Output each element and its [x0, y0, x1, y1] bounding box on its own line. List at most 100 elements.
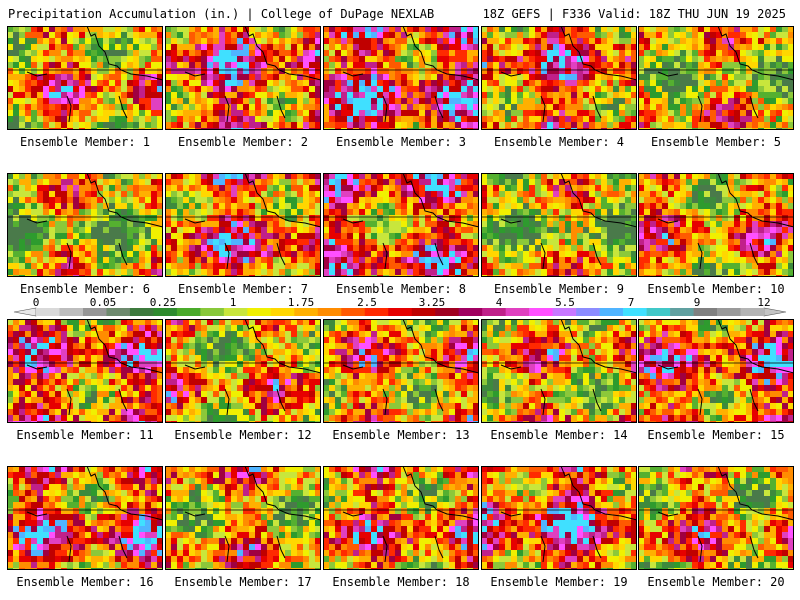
colorbar-swatch	[505, 308, 530, 316]
member-label: Ensemble Member: 18	[332, 575, 470, 589]
coastline	[184, 319, 321, 416]
ensemble-panel	[7, 466, 163, 570]
colorbar-swatch	[129, 308, 154, 316]
precip-map	[638, 319, 794, 423]
colorbar-swatch	[552, 308, 577, 316]
precip-map	[638, 26, 794, 130]
coastline	[500, 26, 637, 123]
colorbar-tick-label: 12	[757, 296, 770, 309]
map-title: Precipitation Accumulation (in.) | Colle…	[8, 7, 435, 21]
colorbar-swatch	[317, 308, 342, 316]
coastline	[184, 26, 321, 123]
member-label: Ensemble Member: 2	[177, 135, 309, 149]
member-label: Ensemble Member: 16	[16, 575, 154, 589]
precip-map	[7, 26, 163, 130]
colorbar-swatch	[623, 308, 647, 316]
member-label: Ensemble Member: 5	[650, 135, 782, 149]
colorbar-swatch	[294, 308, 319, 316]
ensemble-panel	[7, 26, 163, 130]
coastline	[657, 26, 794, 123]
colorbar-swatch	[153, 308, 178, 316]
precip-map	[7, 173, 163, 277]
coastline	[342, 26, 479, 123]
colorbar-swatch	[599, 308, 624, 316]
member-label: Ensemble Member: 10	[647, 282, 785, 296]
member-label: Ensemble Member: 4	[493, 135, 625, 149]
colorbar-swatch	[388, 308, 413, 316]
precip-map	[323, 26, 479, 130]
member-label: Ensemble Member: 6	[19, 282, 151, 296]
colorbar-tick-label: 7	[628, 296, 635, 309]
colorbar-swatch	[82, 308, 107, 316]
coastline	[342, 173, 479, 270]
precip-map	[481, 173, 637, 277]
colorbar-swatch	[670, 308, 694, 316]
ensemble-panel	[323, 26, 479, 130]
precip-map	[7, 466, 163, 570]
ensemble-panel	[638, 173, 794, 277]
coastline	[657, 319, 794, 416]
colorbar-right-arrow	[763, 307, 787, 317]
coastline	[342, 319, 479, 416]
colorbar-tick-label: 0.05	[90, 296, 117, 309]
colorbar-tick-label: 4	[496, 296, 503, 309]
ensemble-panel	[481, 173, 637, 277]
colorbar-swatch	[482, 308, 506, 316]
valid-time-label: 18Z GEFS | F336 Valid: 18Z THU JUN 19 20…	[482, 7, 786, 21]
colorbar-tick-label: 5.5	[555, 296, 575, 309]
coastline	[500, 466, 637, 563]
colorbar-swatch	[646, 308, 671, 316]
coastline	[26, 26, 163, 123]
colorbar-tick-label: 0.25	[150, 296, 177, 309]
colorbar-swatch	[693, 308, 718, 316]
colorbar-swatch	[364, 308, 389, 316]
precip-map	[323, 319, 479, 423]
colorbar-swatch	[176, 308, 201, 316]
colorbar-tick-label: 2.5	[357, 296, 377, 309]
colorbar-tick-label: 3.25	[419, 296, 446, 309]
ensemble-panel	[7, 173, 163, 277]
colorbar-swatch	[200, 308, 225, 316]
precip-map	[165, 466, 321, 570]
ensemble-panel	[7, 319, 163, 423]
coastline	[26, 173, 163, 270]
colorbar-swatch	[740, 308, 765, 316]
colorbar-swatch	[247, 308, 272, 316]
ensemble-panel	[638, 26, 794, 130]
ensemble-panel	[481, 466, 637, 570]
member-label: Ensemble Member: 8	[335, 282, 467, 296]
member-label: Ensemble Member: 14	[490, 428, 628, 442]
ensemble-panel	[638, 466, 794, 570]
colorbar-tick-label: 0	[33, 296, 40, 309]
coastline	[26, 319, 163, 416]
colorbar-swatch	[59, 308, 84, 316]
colorbar-swatch	[717, 308, 741, 316]
coastline	[657, 466, 794, 563]
colorbar-tick-label: 1	[230, 296, 237, 309]
coastline	[657, 173, 794, 270]
precip-colorbar: 0 0.05 0.25 1 1.75 2.5 3.25 4 5.5 7 9 12	[13, 296, 787, 317]
coastline	[184, 466, 321, 563]
colorbar-swatch	[458, 308, 483, 316]
colorbar-tick-label: 1.75	[288, 296, 315, 309]
colorbar-swatch	[411, 308, 436, 316]
colorbar-swatch	[576, 308, 600, 316]
member-label: Ensemble Member: 9	[493, 282, 625, 296]
ensemble-panel	[165, 173, 321, 277]
precip-map	[481, 26, 637, 130]
colorbar-swatch	[435, 308, 460, 316]
ensemble-panel	[165, 319, 321, 423]
member-label: Ensemble Member: 20	[647, 575, 785, 589]
coastline	[500, 173, 637, 270]
member-label: Ensemble Member: 3	[335, 135, 467, 149]
precip-map	[165, 319, 321, 423]
member-label: Ensemble Member: 12	[174, 428, 312, 442]
precip-map	[481, 319, 637, 423]
precip-map	[7, 319, 163, 423]
precip-map	[638, 173, 794, 277]
colorbar-tick-label: 9	[694, 296, 701, 309]
member-label: Ensemble Member: 15	[647, 428, 785, 442]
coastline	[342, 466, 479, 563]
precip-map	[323, 173, 479, 277]
member-label: Ensemble Member: 7	[177, 282, 309, 296]
